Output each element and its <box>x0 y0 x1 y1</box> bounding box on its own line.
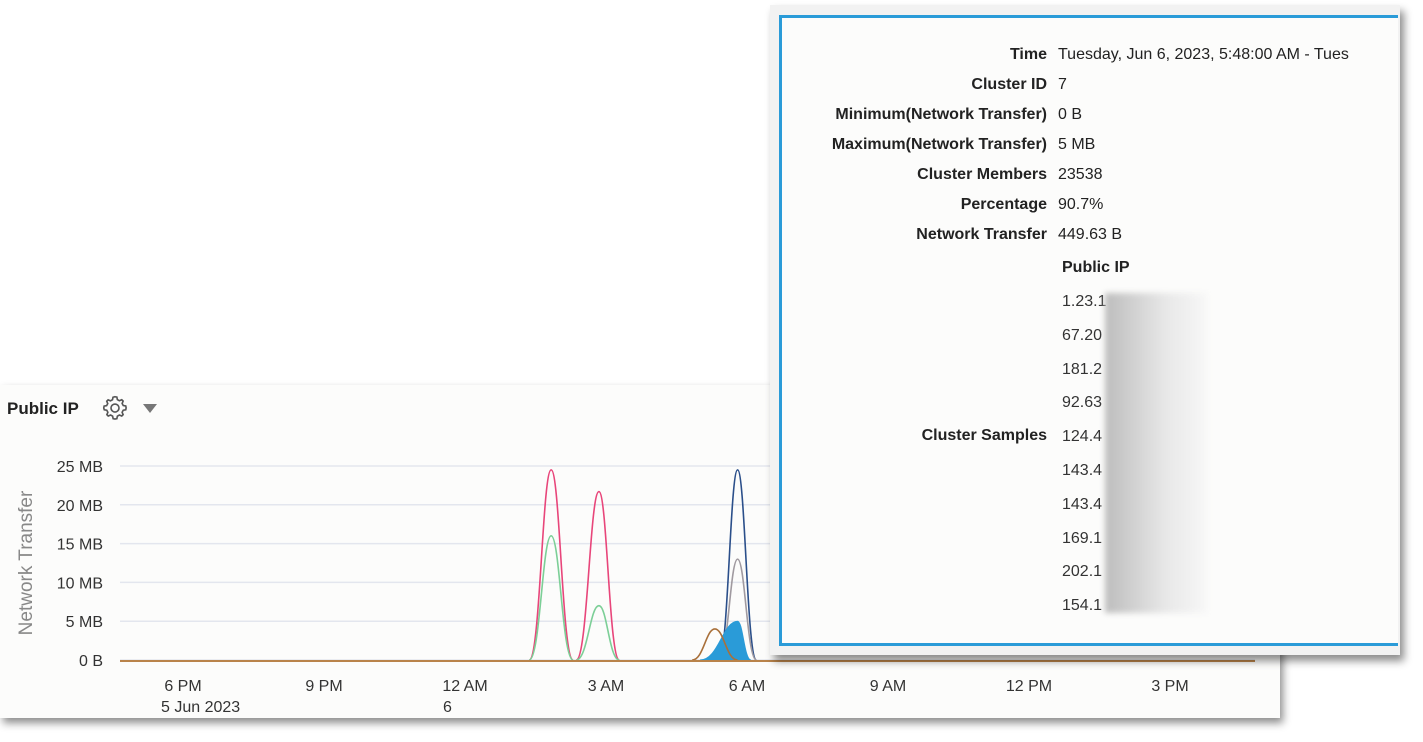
tooltip-row: Percentage 90.7% <box>782 196 1398 218</box>
series-peak <box>699 620 752 661</box>
tooltip-value: 90.7% <box>1058 196 1104 213</box>
x-tick-sublabel: 5 Jun 2023 <box>161 699 240 716</box>
tooltip-value: 5 MB <box>1058 136 1096 153</box>
sample-ip: 1.23.1 <box>1062 293 1107 310</box>
x-tick-sublabel: 6 <box>443 699 452 716</box>
x-tick-label: 12 PM <box>1006 678 1052 695</box>
sample-ip: 92.63 <box>1062 394 1103 412</box>
tooltip-label: Cluster Members <box>917 166 1047 183</box>
network-transfer-chart[interactable]: 0 B 5 MB 10 MB 15 MB 20 MB 25 MB Network Trans… <box>0 385 1280 718</box>
series-peak <box>575 490 621 661</box>
x-tick-label: 9 AM <box>870 678 906 695</box>
x-tick-label: 9 PM <box>305 678 342 695</box>
tooltip-row: Maximum(Network Transfer) 5 MB <box>782 136 1398 158</box>
caret-down-icon[interactable] <box>143 404 157 413</box>
tooltip-content: Time Tuesday, Jun 6, 2023, 5:48:00 AM - T… <box>779 15 1398 646</box>
tooltip-value: 23538 <box>1058 166 1103 183</box>
samples-header: Public IP <box>1062 259 1130 276</box>
tooltip-row: Cluster ID 7 <box>782 76 1398 98</box>
tooltip-row: Network Transfer 449.63 B <box>782 226 1398 248</box>
x-tick-label: 12 AM <box>442 678 487 695</box>
sample-ip: 169.1 <box>1062 529 1103 547</box>
redacted-blur <box>1105 293 1207 613</box>
sample-ip: 202.1 <box>1062 563 1103 581</box>
y-tick-label: 0 B <box>79 653 103 670</box>
sample-ip: 67.20 <box>1062 326 1103 344</box>
tooltip-label: Maximum(Network Transfer) <box>831 136 1047 153</box>
y-tick-label: 5 MB <box>66 614 103 631</box>
sample-ip: 181.2 <box>1062 360 1103 378</box>
tooltip-row: Minimum(Network Transfer) 0 B <box>782 106 1398 128</box>
x-tick-label: 6 PM <box>164 678 201 695</box>
samples-header-row: Public IP <box>782 259 1398 281</box>
tooltip-value: 449.63 B <box>1058 226 1123 243</box>
series-peak <box>718 469 758 661</box>
series-peak <box>528 535 574 661</box>
tooltip-label: Network Transfer <box>916 226 1047 243</box>
y-tick-label: 25 MB <box>57 459 103 476</box>
tooltip-label: Minimum(Network Transfer) <box>835 106 1047 123</box>
series-peak <box>575 604 620 661</box>
y-axis-label: Network Transfer <box>16 490 37 635</box>
sample-ip: 124.4 <box>1062 428 1103 446</box>
tooltip-value: 7 <box>1058 76 1067 93</box>
tooltip-label: Time <box>1009 46 1047 63</box>
y-tick-label: 20 MB <box>57 498 103 515</box>
series-peak <box>691 628 738 661</box>
sample-ip: 154.1 <box>1062 597 1103 615</box>
series-peak <box>528 469 574 661</box>
tooltip-label: Percentage <box>960 196 1047 213</box>
tooltip-row: Time Tuesday, Jun 6, 2023, 5:48:00 AM - T… <box>782 46 1398 68</box>
x-tick-label: 3 AM <box>588 678 624 695</box>
gear-icon[interactable] <box>99 393 131 423</box>
x-tick-label: 6 AM <box>729 678 765 695</box>
y-tick-label: 10 MB <box>57 575 103 592</box>
y-tick-label: 15 MB <box>57 537 103 554</box>
tooltip-value: 0 B <box>1058 106 1083 123</box>
samples-label-row: Cluster Samples <box>782 427 1398 449</box>
samples-label: Cluster Samples <box>921 427 1047 444</box>
tooltip-row: Cluster Members 23538 <box>782 166 1398 188</box>
x-tick-label: 3 PM <box>1151 678 1188 695</box>
sample-ip: 143.4 <box>1062 462 1103 479</box>
tooltip-label: Cluster ID <box>971 76 1047 93</box>
sample-ip: 143.4 <box>1062 495 1103 513</box>
panel-title: Public IP <box>7 399 79 418</box>
tooltip-value: Tuesday, Jun 6, 2023, 5:48:00 AM - Tues <box>1058 46 1349 63</box>
tooltip-popup: Time Tuesday, Jun 6, 2023, 5:48:00 AM - T… <box>770 5 1400 655</box>
